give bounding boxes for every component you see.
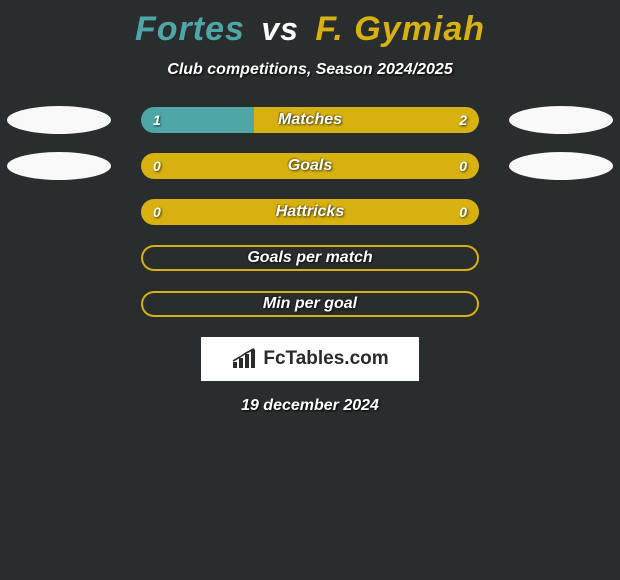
- date: 19 december 2024: [0, 397, 620, 415]
- avatar-ellipse-right: [509, 106, 613, 134]
- avatar-ellipse-right: [509, 152, 613, 180]
- stat-bar: Goals0 0: [141, 153, 479, 179]
- stat-label: Goals per match: [141, 245, 479, 271]
- logo-box: FcTables.com: [201, 337, 419, 381]
- vs-text: vs: [261, 11, 299, 47]
- logo-text: FcTables.com: [263, 348, 388, 370]
- stat-row: Hattricks0 0: [0, 199, 620, 225]
- stat-bar: Goals per match: [141, 245, 479, 271]
- stat-value-left: 1: [153, 107, 161, 133]
- stat-label: Matches: [141, 107, 479, 133]
- player2-name: F. Gymiah: [315, 10, 485, 48]
- stat-row: Goals0 0: [0, 153, 620, 179]
- subtitle: Club competitions, Season 2024/2025: [0, 61, 620, 79]
- stat-value-left: 0: [153, 153, 161, 179]
- stat-label: Goals: [141, 153, 479, 179]
- stat-bar: Min per goal: [141, 291, 479, 317]
- stat-label: Min per goal: [141, 291, 479, 317]
- chart-icon: [231, 348, 259, 370]
- stat-row: Goals per match: [0, 245, 620, 271]
- comparison-card: Fortes vs F. Gymiah Club competitions, S…: [0, 0, 620, 580]
- player1-name: Fortes: [135, 10, 245, 48]
- avatar-ellipse-left: [7, 152, 111, 180]
- stat-row: Matches1 2: [0, 107, 620, 133]
- stat-label: Hattricks: [141, 199, 479, 225]
- stat-bar: Hattricks0 0: [141, 199, 479, 225]
- stat-rows: Matches12Goals00Hattricks00Goals per mat…: [0, 107, 620, 317]
- logo: FcTables.com: [231, 348, 388, 370]
- stat-value-left: 0: [153, 199, 161, 225]
- title: Fortes vs F. Gymiah: [0, 0, 620, 53]
- stat-value-right: 2: [459, 107, 467, 133]
- stat-value-right: 0: [459, 153, 467, 179]
- stat-value-right: 0: [459, 199, 467, 225]
- avatar-ellipse-left: [7, 106, 111, 134]
- stat-bar: Matches1 2: [141, 107, 479, 133]
- stat-row: Min per goal: [0, 291, 620, 317]
